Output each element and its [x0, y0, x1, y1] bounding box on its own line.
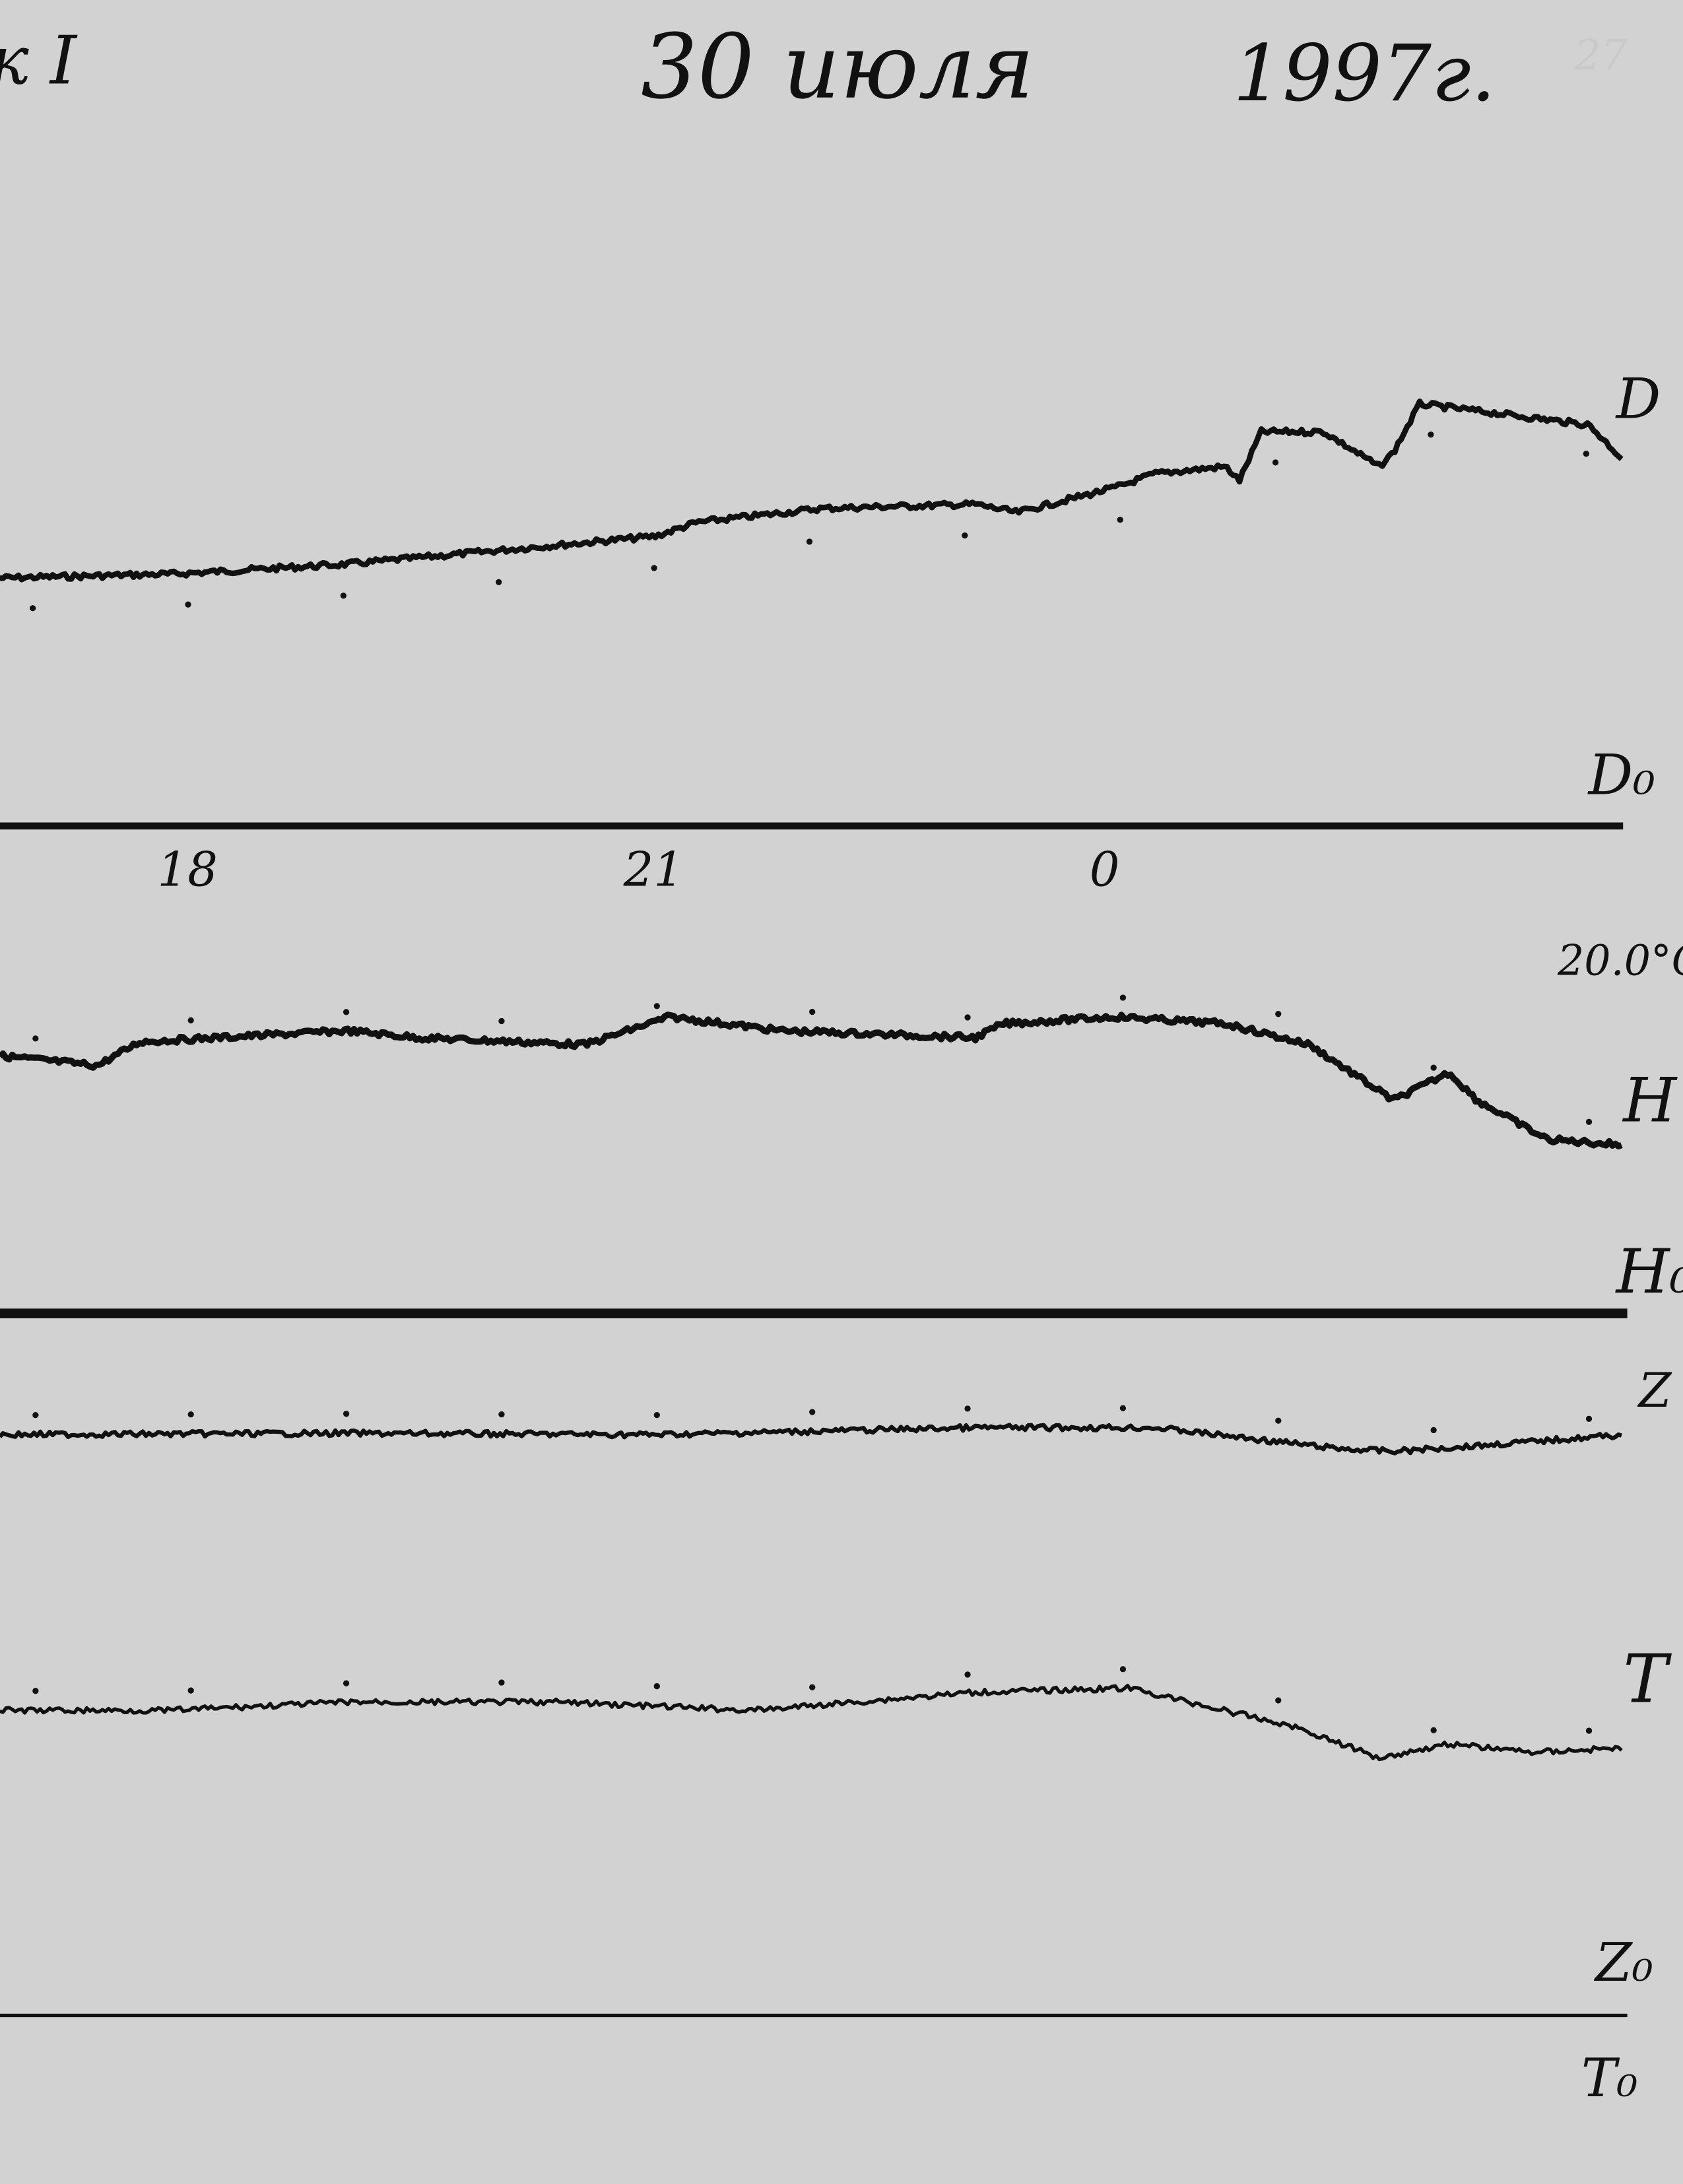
x-tick-label: 18 [158, 842, 218, 897]
hour-mark [187, 1687, 194, 1694]
header-date: 30 июля [641, 15, 1034, 119]
hour-mark [1430, 1427, 1437, 1434]
sheet-number: 27 [1573, 31, 1628, 80]
hour-mark [1117, 517, 1123, 523]
hour-mark [809, 1409, 816, 1415]
header-year: 1997г. [1233, 28, 1496, 119]
label-Z0: Z₀ [1593, 1932, 1653, 1993]
label-H0: H₀ [1615, 1236, 1683, 1307]
hour-mark [498, 1411, 505, 1418]
hour-mark [498, 1017, 505, 1025]
trace-H [0, 1012, 1623, 1150]
hour-mark [1583, 451, 1589, 457]
hour-mark [653, 1003, 660, 1010]
hour-mark [1119, 994, 1127, 1001]
hour-mark [653, 1412, 660, 1419]
hour-mark [1430, 1727, 1437, 1733]
hour-mark [32, 1035, 39, 1042]
label-H: H [1622, 1064, 1678, 1136]
hour-mark [806, 538, 813, 545]
hour-mark [498, 1679, 505, 1686]
hour-mark [187, 1017, 194, 1024]
hour-mark [343, 1411, 350, 1417]
hour-mark [1585, 1727, 1593, 1734]
label-D0: D₀ [1587, 742, 1655, 807]
hour-mark [1275, 1417, 1282, 1424]
hour-mark [185, 601, 191, 608]
hour-mark [1119, 1405, 1127, 1411]
label-T0: T₀ [1581, 2047, 1638, 2109]
hour-mark [964, 1014, 971, 1021]
hour-mark [809, 1684, 816, 1690]
hour-mark [32, 1688, 39, 1694]
label-T: T [1623, 1640, 1672, 1718]
trace-T [0, 1683, 1623, 1762]
hour-mark [1275, 1011, 1282, 1017]
hour-mark [1585, 1415, 1593, 1422]
hour-mark [1275, 1697, 1282, 1704]
x-tick-label: 0 [1090, 842, 1120, 897]
hour-mark [1272, 459, 1279, 466]
hour-mark [340, 593, 346, 599]
header-left-mark: к I [0, 22, 78, 100]
hour-mark [964, 1671, 971, 1678]
hour-mark [1430, 1064, 1437, 1071]
trace-D [0, 398, 1624, 583]
label-D: D [1615, 366, 1661, 431]
x-tick-label: 21 [623, 842, 684, 897]
hour-mark [1428, 431, 1434, 438]
hour-mark [32, 1411, 39, 1419]
hour-mark [651, 565, 657, 571]
hour-mark [187, 1411, 194, 1418]
hour-mark [1119, 1666, 1127, 1673]
trace-Z [0, 1423, 1622, 1456]
hour-mark [343, 1009, 350, 1015]
label-Z: Z [1637, 1363, 1672, 1418]
hour-mark [809, 1008, 816, 1015]
temperature-label: 20.0°C [1557, 936, 1683, 985]
hour-mark [962, 532, 968, 539]
hour-mark [29, 605, 36, 612]
hour-mark [343, 1680, 350, 1686]
hour-mark [653, 1683, 660, 1690]
hour-mark [964, 1405, 971, 1412]
hour-mark [496, 579, 502, 585]
hour-mark [1585, 1118, 1593, 1125]
